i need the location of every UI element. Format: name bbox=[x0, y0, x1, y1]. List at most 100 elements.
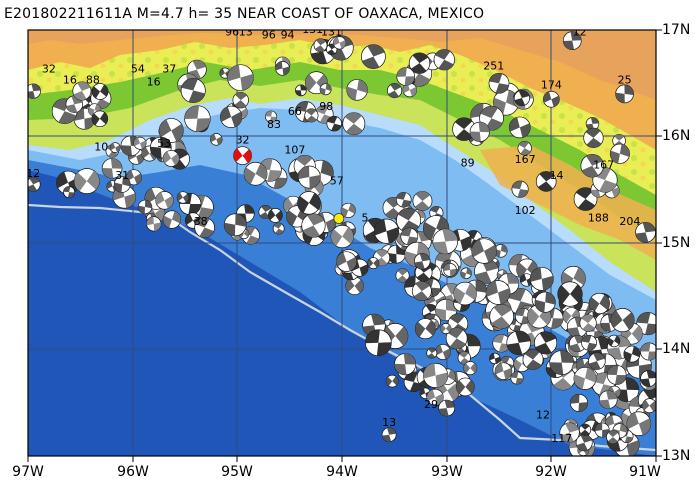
focal-mechanism-beachball bbox=[623, 345, 641, 363]
focal-mechanism-beachball bbox=[510, 371, 524, 385]
focal-mechanism-beachball bbox=[581, 334, 597, 351]
focal-mechanism-beachball bbox=[133, 136, 147, 150]
focal-mechanism-beachball bbox=[155, 191, 174, 210]
focal-mechanism-beachball bbox=[180, 78, 206, 104]
mechanism-depth-label: 29 bbox=[424, 398, 438, 411]
focal-mechanism-beachball bbox=[434, 344, 451, 360]
focal-mechanism-beachball bbox=[575, 434, 593, 452]
highlighted-beachball bbox=[233, 146, 252, 166]
focal-mechanism-beachball bbox=[426, 388, 444, 406]
lon-label-95w: 95W bbox=[221, 464, 253, 480]
mechanism-depth-label: 94 bbox=[281, 29, 295, 42]
mechanism-depth-label: 12 bbox=[536, 409, 550, 422]
focal-mechanism-beachball bbox=[453, 281, 477, 306]
focal-mechanism-beachball bbox=[373, 218, 400, 244]
highlighted-mechanism-label: 32 bbox=[236, 134, 250, 147]
lon-label-91w: 91W bbox=[629, 464, 661, 480]
mechanism-depth-label: 167 bbox=[593, 158, 614, 171]
focal-mechanism-beachball bbox=[579, 314, 597, 332]
focal-mechanism-beachball bbox=[606, 365, 627, 385]
focal-mechanism-beachball bbox=[243, 161, 268, 186]
focal-mechanism-beachball bbox=[223, 213, 247, 237]
focal-mechanism-beachball bbox=[452, 117, 476, 141]
focal-mechanism-beachball bbox=[297, 191, 321, 215]
focal-mechanism-beachball bbox=[559, 422, 580, 443]
focal-mechanism-beachball bbox=[275, 61, 290, 76]
tick-marks bbox=[27, 29, 662, 462]
lon-label-94w: 94W bbox=[326, 464, 358, 480]
focal-mechanism-beachball bbox=[387, 244, 406, 264]
focal-mechanism-beachball bbox=[210, 133, 223, 146]
lon-label-93w: 93W bbox=[431, 464, 463, 480]
focal-mechanism-beachball bbox=[408, 52, 431, 74]
mechanism-depth-label: 13 bbox=[382, 416, 396, 429]
focal-mechanism-beachball bbox=[456, 377, 475, 397]
mechanism-depth-label: 14 bbox=[550, 169, 564, 182]
focal-mechanism-beachball bbox=[400, 227, 419, 246]
mechanism-depth-label: 10 bbox=[94, 140, 108, 153]
land-orange-east bbox=[480, 145, 656, 260]
mechanism-depth-label: 25 bbox=[618, 73, 632, 86]
focal-mechanism-beachball bbox=[394, 353, 417, 376]
mechanism-depth-label: 37 bbox=[162, 63, 176, 76]
focal-mechanism-beachball bbox=[336, 251, 357, 272]
focal-mechanism-beachball bbox=[534, 331, 558, 355]
focal-mechanism-beachball bbox=[367, 257, 380, 270]
focal-mechanism-beachball bbox=[28, 177, 41, 192]
focal-mechanism-beachball bbox=[414, 318, 436, 340]
focal-mechanism-beachball bbox=[562, 31, 582, 51]
focal-mechanism-beachball bbox=[395, 191, 412, 208]
mechanism-depth-label: 96 bbox=[225, 25, 239, 38]
mechanism-depth-label: 98 bbox=[319, 100, 333, 113]
focal-mechanism-beachball bbox=[396, 67, 416, 86]
focal-mechanism-beachball bbox=[514, 307, 532, 325]
focal-mechanism-beachball bbox=[635, 222, 656, 243]
focal-mechanism-beachball bbox=[426, 347, 438, 359]
focal-mechanism-beachball bbox=[73, 168, 100, 195]
lat-label-17n: 17N bbox=[662, 22, 691, 38]
focal-mechanism-beachball bbox=[588, 352, 606, 370]
lat-label-14n: 14N bbox=[662, 341, 691, 357]
map-title: E201802211611A M=4.7 h= 35 NEAR COAST OF… bbox=[4, 6, 485, 22]
focal-mechanism-beachball bbox=[342, 112, 366, 136]
focal-mechanism-beachball bbox=[640, 342, 656, 361]
focal-mechanism-beachball bbox=[345, 276, 364, 295]
focal-mechanism-beachball bbox=[489, 304, 515, 329]
focal-mechanism-beachball bbox=[529, 266, 554, 291]
focal-mechanism-beachball bbox=[517, 141, 532, 156]
focal-mechanism-beachball bbox=[494, 362, 513, 380]
focal-mechanism-beachball bbox=[385, 374, 399, 388]
focal-mechanism-beachball bbox=[598, 390, 618, 409]
mechanism-depth-label: 83 bbox=[267, 118, 281, 131]
focal-mechanism-beachball bbox=[326, 115, 342, 132]
focal-mechanism-beachball bbox=[493, 244, 508, 258]
mechanism-depth-label: 31 bbox=[115, 169, 129, 182]
mechanism-depth-label: 188 bbox=[588, 212, 609, 225]
focal-mechanism-beachball bbox=[588, 292, 610, 315]
land-highland bbox=[28, 30, 656, 100]
focal-mechanism-beachball bbox=[219, 105, 243, 129]
lat-label-16n: 16N bbox=[662, 128, 691, 144]
focal-mechanism-beachball bbox=[267, 208, 283, 223]
focal-mechanism-beachball bbox=[113, 176, 131, 193]
focal-mechanism-beachball bbox=[194, 217, 215, 238]
focal-mechanism-beachball bbox=[146, 216, 162, 232]
focal-mechanism-beachball bbox=[583, 127, 604, 149]
focal-mechanism-beachball bbox=[412, 191, 433, 211]
highlighted-mechanism: 32 bbox=[233, 134, 252, 166]
focal-mechanism-beachball bbox=[471, 238, 497, 264]
focal-mechanism-beachball bbox=[340, 202, 356, 218]
focal-mechanism-beachball bbox=[432, 228, 458, 255]
focal-mechanism-beachball bbox=[330, 224, 354, 249]
focal-mechanism-beachball bbox=[569, 393, 589, 412]
mechanism-depth-label: 117 bbox=[551, 432, 572, 445]
lat-label-13n: 13N bbox=[662, 448, 691, 464]
focal-mechanism-beachball bbox=[395, 268, 410, 283]
mechanism-depth-label: 5 bbox=[362, 212, 369, 225]
mechanism-depth-label: 251 bbox=[483, 59, 504, 72]
focal-mechanism-beachball bbox=[440, 322, 452, 335]
focal-mechanism-beachball bbox=[297, 165, 321, 189]
focal-mechanism-beachball bbox=[445, 327, 468, 350]
